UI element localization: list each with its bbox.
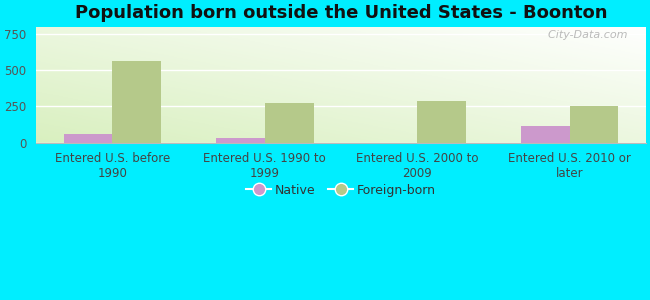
Bar [112,61,161,143]
Bar [521,126,569,143]
Bar [216,138,265,143]
Bar [417,100,466,143]
Bar [569,106,618,143]
Text: City-Data.com: City-Data.com [541,30,627,40]
Legend: Native, Foreign-born: Native, Foreign-born [241,178,441,202]
Bar [265,103,313,143]
Title: Population born outside the United States - Boonton: Population born outside the United State… [75,4,607,22]
Bar [64,134,112,143]
